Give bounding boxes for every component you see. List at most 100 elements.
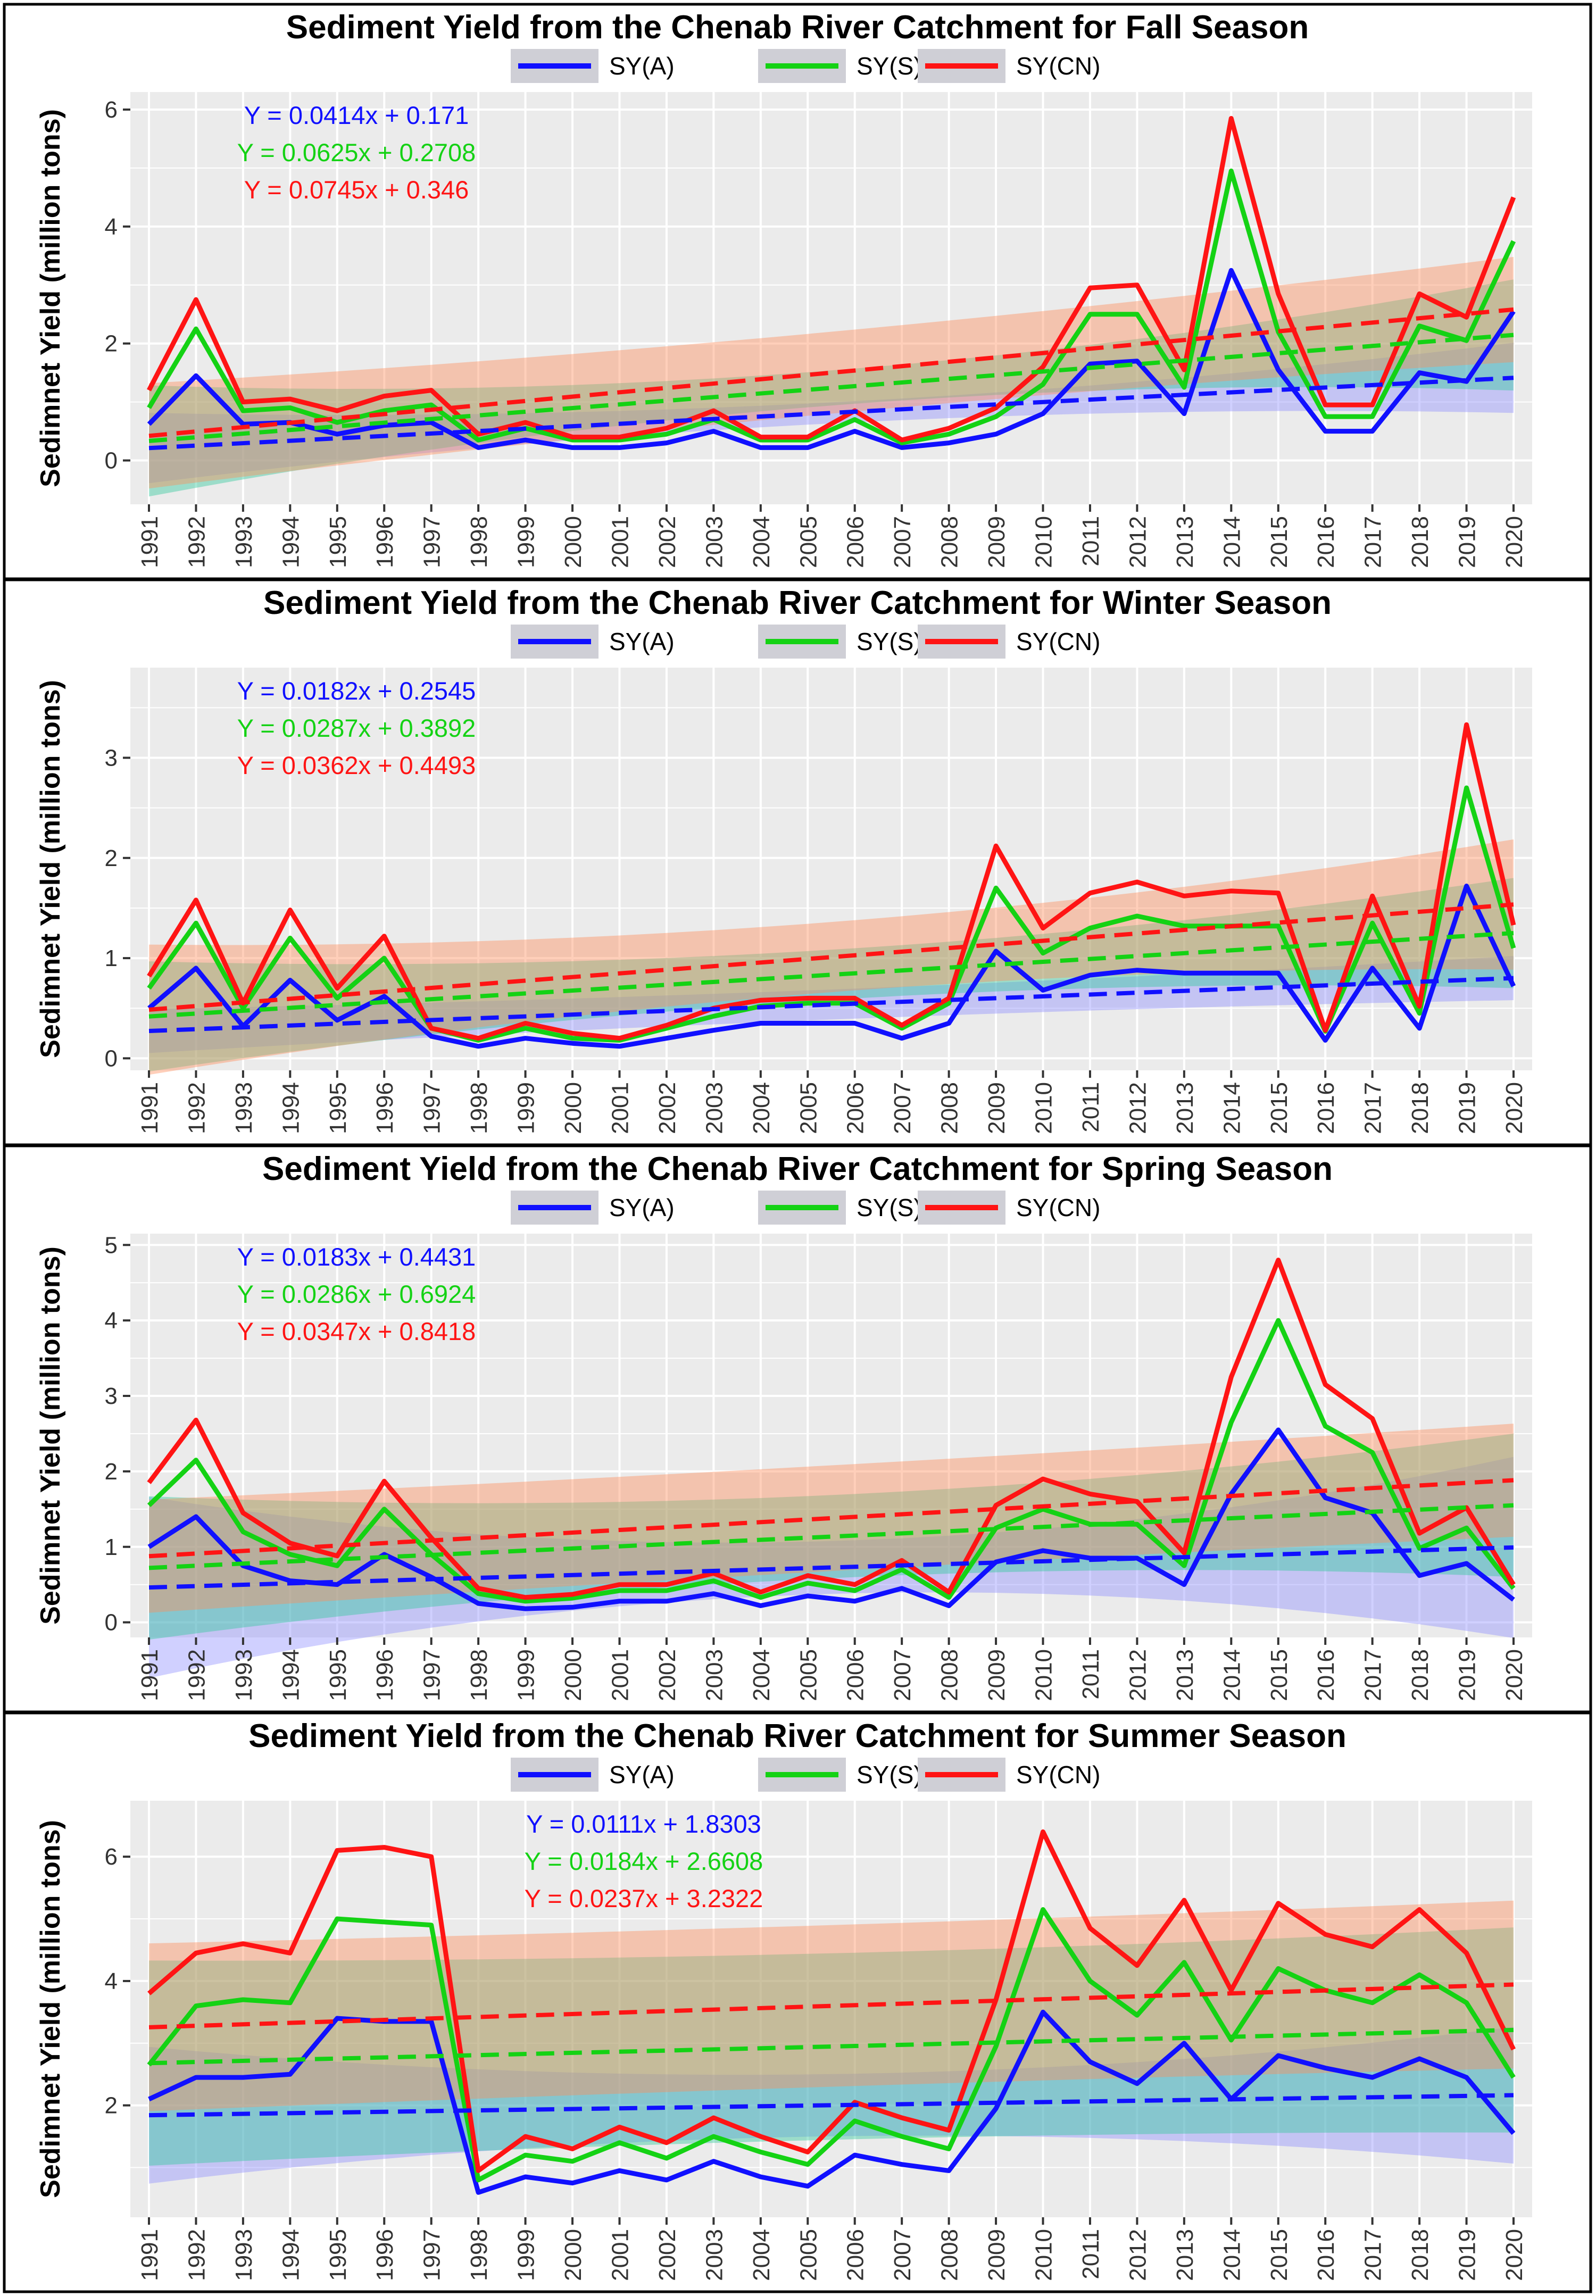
x-tick-label: 2012	[1125, 516, 1151, 568]
legend-label: SY(S)	[857, 1194, 922, 1221]
x-tick-label: 2004	[749, 1649, 775, 1701]
y-tick-label: 2	[105, 331, 118, 357]
x-tick-label: 2008	[937, 2229, 963, 2281]
chart-panel-1: Sediment Yield from the Chenab River Cat…	[3, 3, 1592, 580]
trend-line-cn	[148, 307, 1514, 438]
x-tick-label: 1992	[184, 2229, 210, 2281]
plot-background	[130, 92, 1532, 504]
x-tick-label: 2010	[1031, 1649, 1057, 1701]
x-tick-label: 2000	[560, 2229, 586, 2281]
x-tick-label: 2012	[1125, 1082, 1151, 1134]
x-tick-label: 2013	[1172, 2229, 1198, 2281]
x-tick-label: 2003	[701, 1649, 727, 1701]
x-tick-label: 2015	[1266, 2229, 1292, 2281]
x-tick-label: 2018	[1407, 1082, 1433, 1134]
x-tick-label: 1994	[278, 516, 304, 568]
legend-label: SY(CN)	[1016, 52, 1100, 80]
legend-label: SY(CN)	[1016, 1194, 1100, 1221]
legend: SY(A) SY(S) SY(CN)	[511, 49, 1100, 83]
y-axis-label: Sedimnet Yield (million tons)	[35, 1246, 66, 1625]
x-tick-label: 2003	[701, 2229, 727, 2281]
x-tick-label: 1999	[513, 1649, 539, 1701]
x-tick-label: 2001	[607, 516, 633, 568]
x-tick-label: 2004	[749, 516, 775, 568]
x-tick-label: 1991	[137, 2229, 163, 2281]
confidence-band-a	[149, 343, 1514, 484]
regression-equation-a: Y = 0.0183x + 0.4431	[237, 1243, 476, 1271]
x-tick-label: 2004	[749, 2229, 775, 2281]
regression-equation-a: Y = 0.0111x + 1.8303	[526, 1810, 761, 1838]
y-tick-label: 2	[105, 1459, 118, 1485]
x-tick-label: 1995	[325, 2229, 351, 2281]
x-tick-label: 2019	[1454, 516, 1481, 568]
x-tick-label: 2015	[1266, 1082, 1292, 1134]
x-tick-label: 2004	[749, 1082, 775, 1134]
x-tick-label: 2018	[1407, 1649, 1433, 1701]
x-tick-label: 2005	[795, 516, 821, 568]
x-tick-label: 2019	[1454, 1649, 1481, 1701]
series-line-cn	[147, 722, 1516, 1041]
trend-lines	[148, 307, 1514, 451]
legend-item-s: SY(S)	[758, 625, 922, 659]
y-tick-label: 1	[105, 945, 118, 971]
x-tick-label: 2011	[1078, 516, 1104, 567]
trend-line-s	[148, 1503, 1514, 1570]
x-tick-label: 2014	[1219, 2229, 1245, 2281]
x-tick-label: 2014	[1219, 1082, 1245, 1134]
x-tick-label: 2005	[795, 1649, 821, 1701]
x-tick-label: 2009	[984, 2229, 1010, 2281]
x-tick-label: 1994	[278, 1082, 304, 1134]
legend-label: SY(A)	[609, 628, 675, 655]
legend: SY(A) SY(S) SY(CN)	[511, 1758, 1100, 1792]
y-tick-label: 0	[105, 1610, 118, 1636]
x-tick-label: 2014	[1219, 516, 1245, 568]
x-tick-label: 2009	[984, 1082, 1010, 1134]
legend: SY(A) SY(S) SY(CN)	[511, 625, 1100, 659]
legend-item-a: SY(A)	[511, 49, 675, 83]
trend-line-cn	[148, 1982, 1514, 2029]
x-tick-label: 2017	[1360, 1649, 1386, 1701]
x-tick-label: 2002	[654, 516, 680, 568]
x-tick-label: 1995	[325, 516, 351, 568]
y-axis: 2 4 6 Sedimnet Yield (million tons)	[35, 1820, 130, 2198]
x-tick-label: 1991	[137, 516, 163, 568]
trend-lines	[148, 1478, 1514, 1590]
x-tick-label: 1999	[513, 2229, 539, 2281]
series-line-s	[147, 785, 1516, 1043]
series-line-cn	[147, 1258, 1516, 1600]
x-tick-label: 2005	[795, 1082, 821, 1134]
chart-title: Sediment Yield from the Chenab River Cat…	[286, 9, 1309, 46]
x-tick-label: 2010	[1031, 2229, 1057, 2281]
confidence-band-a	[149, 2027, 1514, 2184]
x-tick-label: 2005	[795, 2229, 821, 2281]
regression-equation-s: Y = 0.0286x + 0.6924	[237, 1280, 476, 1308]
y-tick-label: 1	[105, 1534, 118, 1560]
trend-line-s	[148, 930, 1514, 1019]
x-tick-label: 2001	[607, 2229, 633, 2281]
legend-label: SY(A)	[609, 1194, 675, 1221]
y-axis-label: Sedimnet Yield (million tons)	[35, 109, 66, 487]
x-tick-label: 2000	[560, 1082, 586, 1134]
legend-item-s: SY(S)	[758, 1191, 922, 1225]
confidence-band-s	[149, 1433, 1514, 1640]
legend-item-cn: SY(CN)	[918, 49, 1100, 83]
data-series	[147, 722, 1516, 1049]
plot-background	[130, 1801, 1532, 2217]
x-tick-label: 2007	[890, 1082, 916, 1134]
x-tick-label: 1996	[372, 1649, 398, 1701]
x-tick-label: 2009	[984, 516, 1010, 568]
y-tick-label: 6	[105, 97, 118, 123]
x-tick-label: 2006	[843, 516, 869, 568]
y-tick-label: 0	[105, 1045, 118, 1071]
regression-equation-cn: Y = 0.0745x + 0.346	[244, 176, 469, 204]
x-tick-label: 2007	[890, 1649, 916, 1701]
regression-equation-a: Y = 0.0182x + 0.2545	[237, 677, 476, 705]
legend-label: SY(S)	[857, 1761, 922, 1788]
x-tick-label: 1999	[513, 1082, 539, 1134]
chart-panel-4: Sediment Yield from the Chenab River Cat…	[3, 1711, 1592, 2293]
confidence-band-cn	[149, 1900, 1514, 2111]
x-tick-label: 1995	[325, 1082, 351, 1134]
x-tick-label: 2020	[1501, 516, 1527, 568]
x-tick-label: 2020	[1501, 2229, 1527, 2281]
y-tick-label: 0	[105, 448, 118, 474]
